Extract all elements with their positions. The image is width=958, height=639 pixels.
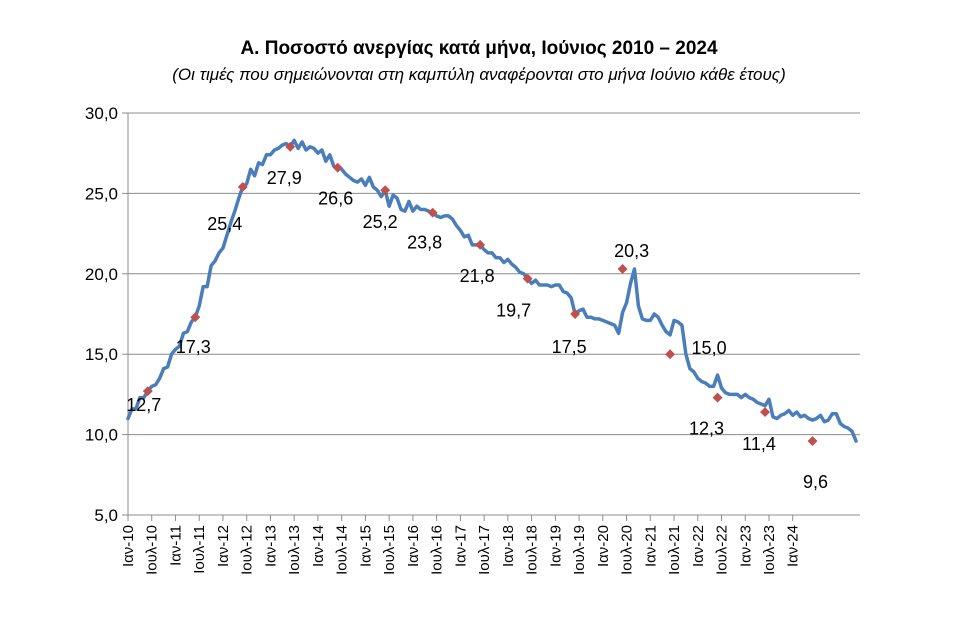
x-tick-label: Ιουλ-15	[381, 525, 398, 575]
x-tick-label: Ιουλ-21	[666, 525, 683, 575]
data-label: 9,6	[803, 472, 828, 492]
x-axis-ticks: Ιαν-10 Ιουλ-10 Ιαν-11 Ιουλ-11 Ιαν-12 Ιουλ-12 Ι…	[120, 515, 802, 575]
x-tick-label: Ιαν-20	[595, 525, 612, 567]
y-tick-label: 15,0	[85, 345, 118, 364]
x-tick-label: Ιαν-12	[215, 525, 232, 567]
x-tick-label: Ιαν-13	[262, 525, 279, 567]
june-marker	[712, 392, 723, 403]
june-marker	[807, 436, 818, 446]
x-tick-label: Ιουλ-18	[524, 525, 541, 575]
x-tick-label: Ιουλ-13	[286, 525, 303, 575]
y-axis-ticks: 5,0 10,0 15,0 20,0 25,0 30,0	[85, 104, 128, 525]
data-labels: 12,7 17,3 25,4 27,9 26,6 25,2 23,8 21,819,7 17,5…	[126, 168, 828, 492]
y-tick-label: 25,0	[85, 184, 118, 203]
data-label: 12,7	[126, 395, 161, 415]
x-tick-label: Ιουλ-12	[239, 525, 256, 575]
june-marker	[665, 349, 676, 360]
x-tick-label: Ιαν-19	[547, 525, 564, 567]
x-tick-label: Ιουλ-16	[429, 525, 446, 575]
june-marker	[760, 407, 770, 418]
data-label: 23,8	[407, 233, 442, 253]
x-tick-label: Ιαν-10	[120, 525, 137, 567]
june-marker	[427, 207, 438, 218]
gridlines	[128, 112, 860, 436]
x-tick-label: Ιαν-24	[785, 525, 802, 567]
x-tick-label: Ιαν-21	[642, 525, 659, 567]
data-label: 21,8	[460, 266, 495, 286]
x-tick-label: Ιαν-22	[690, 525, 707, 567]
data-label: 26,6	[318, 189, 353, 209]
data-label: 25,2	[363, 212, 398, 232]
data-label: 12,3	[689, 419, 724, 439]
chart-subtitle: (Οι τιμές που σημειώνονται στη καμπύλη α…	[172, 65, 786, 84]
y-tick-label: 5,0	[94, 506, 118, 525]
june-marker	[475, 239, 486, 250]
x-tick-label: Ιαν-17	[452, 525, 469, 567]
series-layer	[126, 138, 858, 443]
y-tick-label: 20,0	[85, 265, 118, 284]
unemployment-series-line	[126, 138, 858, 443]
x-tick-label: Ιαν-14	[310, 525, 327, 567]
y-tick-label: 10,0	[85, 426, 118, 445]
x-tick-label: Ιουλ-17	[476, 525, 493, 575]
x-tick-label: Ιουλ-10	[144, 525, 161, 575]
june-marker	[237, 182, 248, 192]
june-marker	[380, 185, 391, 196]
x-tick-label: Ιουλ-14	[334, 525, 351, 575]
data-label: 27,9	[267, 168, 302, 188]
june-marker	[142, 386, 153, 397]
axes	[127, 113, 860, 516]
june-marker	[522, 273, 533, 284]
x-tick-label: Ιουλ-23	[761, 525, 778, 575]
data-label: 19,7	[496, 301, 531, 321]
june-marker	[570, 309, 581, 319]
x-tick-label: Ιαν-16	[405, 525, 422, 567]
x-tick-label: Ιουλ-20	[619, 525, 636, 575]
june-marker	[285, 141, 296, 152]
june-marker	[332, 162, 343, 173]
june-markers	[142, 141, 818, 446]
x-tick-label: Ιαν-23	[737, 525, 754, 567]
x-tick-label: Ιουλ-19	[571, 525, 588, 575]
x-tick-label: Ιαν-11	[167, 525, 184, 566]
data-label: 17,5	[552, 337, 587, 357]
x-tick-label: Ιουλ-22	[714, 525, 731, 575]
data-label: 17,3	[176, 337, 211, 357]
data-label: 25,4	[207, 214, 242, 234]
june-marker	[617, 264, 628, 274]
data-label: 11,4	[742, 434, 776, 454]
data-label: 20,3	[614, 241, 649, 261]
x-tick-label: Ιουλ-11	[191, 525, 208, 574]
chart-title: Α. Ποσοστό ανεργίας κατά μήνα, Ιούνιος 2…	[240, 38, 718, 59]
x-tick-label: Ιαν-18	[500, 525, 517, 567]
x-tick-label: Ιαν-15	[357, 525, 374, 567]
y-tick-label: 30,0	[85, 104, 118, 123]
data-label: 15,0	[692, 338, 727, 358]
june-marker	[190, 312, 201, 323]
